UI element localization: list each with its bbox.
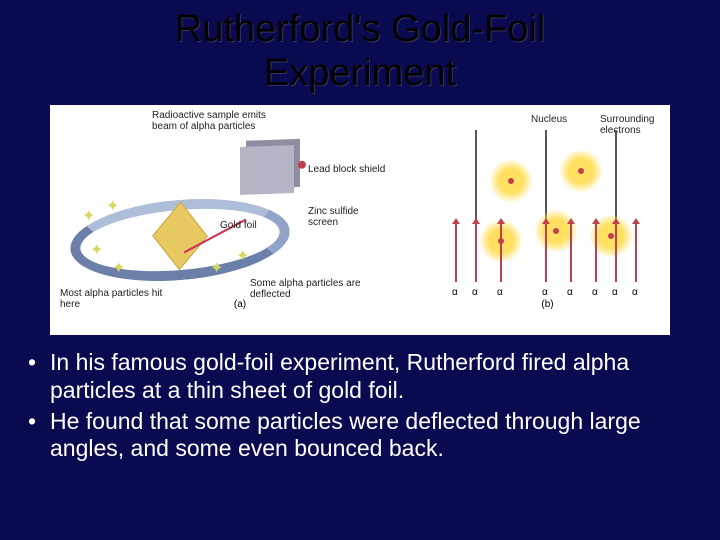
alpha-symbol: α — [632, 287, 638, 298]
spark-icon: ✦ — [210, 258, 224, 272]
title-line-2: Experiment — [264, 52, 456, 94]
alpha-symbol: α — [592, 287, 598, 298]
alpha-symbol: α — [472, 287, 478, 298]
label-shield: Lead block shield — [308, 164, 385, 175]
panel-b-caption: (b) — [541, 299, 553, 310]
label-electrons: Surrounding electrons — [600, 114, 660, 136]
nucleus-icon — [553, 228, 559, 234]
alpha-arrow-icon — [635, 222, 637, 282]
label-hit: Most alpha particles hit here — [60, 288, 170, 310]
label-emit: Radioactive sample emits beam of alpha p… — [152, 110, 292, 132]
label-deflect: Some alpha particles are deflected — [250, 278, 380, 300]
alpha-arrow-icon — [475, 222, 477, 282]
label-screen: Zinc sulfide screen — [308, 206, 378, 228]
slide-title: Rutherford's Gold-Foil Experiment — [0, 0, 720, 95]
spark-icon: ✦ — [236, 246, 250, 260]
atom-icon — [560, 150, 602, 192]
panel-a-caption: (a) — [234, 299, 246, 310]
lead-block-icon — [240, 145, 294, 195]
alpha-arrow-icon — [570, 222, 572, 282]
spark-icon: ✦ — [112, 258, 126, 272]
nucleus-icon — [578, 168, 584, 174]
alpha-symbol: α — [567, 287, 573, 298]
alpha-arrow-icon — [595, 222, 597, 282]
bullet-item: In his famous gold-foil experiment, Ruth… — [28, 349, 692, 403]
spark-icon: ✦ — [90, 240, 104, 254]
bullet-list: In his famous gold-foil experiment, Ruth… — [0, 341, 720, 462]
nucleus-icon — [608, 233, 614, 239]
diagram-panel-b: Nucleus Surrounding electrons α α α α α α α α (… — [435, 110, 660, 310]
alpha-arrow-icon — [455, 222, 457, 282]
alpha-arrow-icon — [545, 222, 547, 282]
title-line-1: Rutherford's Gold-Foil — [175, 8, 546, 50]
alpha-symbol: α — [452, 287, 458, 298]
atom-icon — [490, 160, 532, 202]
label-nucleus: Nucleus — [531, 114, 567, 125]
alpha-arrow-icon — [615, 222, 617, 282]
spark-icon: ✦ — [82, 206, 96, 220]
label-foil: Gold foil — [220, 220, 257, 231]
alpha-symbol: α — [612, 287, 618, 298]
spark-icon: ✦ — [106, 196, 120, 210]
alpha-symbol: α — [542, 287, 548, 298]
diagram-area: Radioactive sample emits beam of alpha p… — [50, 105, 670, 335]
alpha-symbol: α — [497, 287, 503, 298]
bullet-item: He found that some particles were deflec… — [28, 408, 692, 462]
nucleus-icon — [508, 178, 514, 184]
diagram-panel-a: Radioactive sample emits beam of alpha p… — [60, 110, 420, 310]
alpha-arrow-icon — [500, 222, 502, 282]
